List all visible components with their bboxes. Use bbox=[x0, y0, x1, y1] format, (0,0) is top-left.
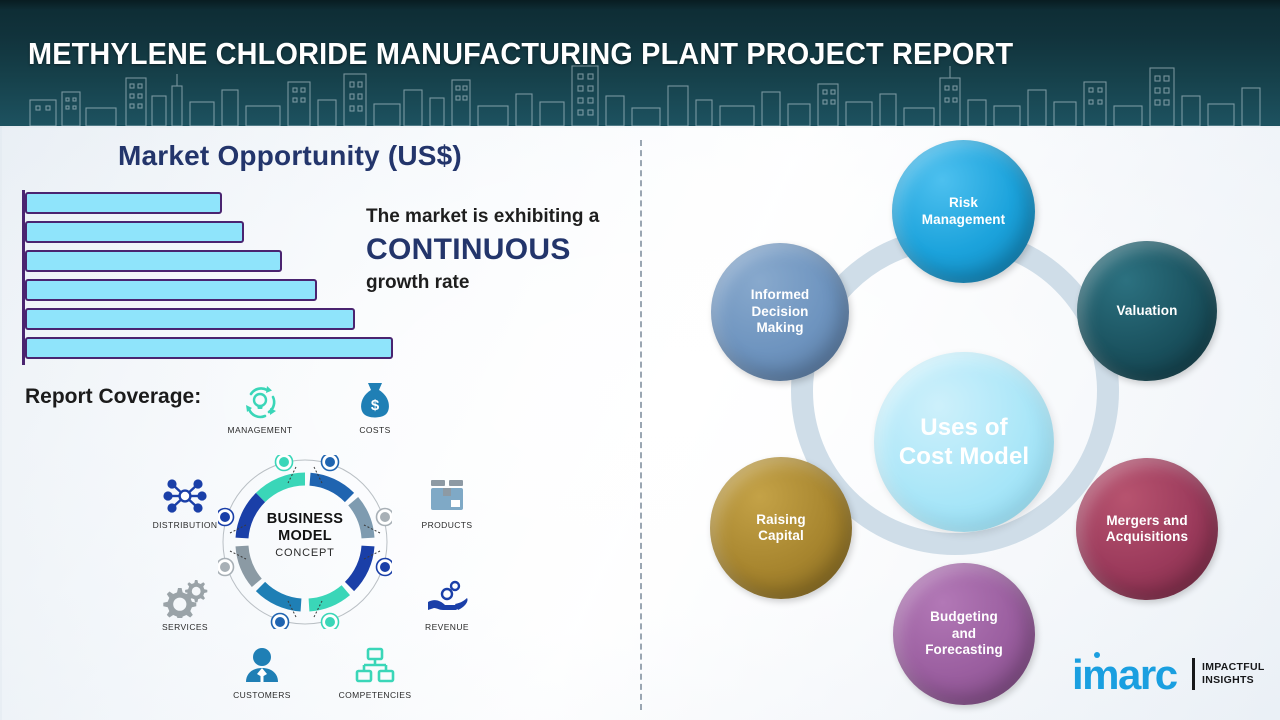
hub-item-label: SERVICES bbox=[161, 622, 209, 632]
hub-item-label: MANAGEMENT bbox=[227, 425, 293, 435]
node-line1: Informed bbox=[750, 287, 810, 303]
node-mergers-and-acquisitions: Mergers and Acquisitions bbox=[1076, 458, 1218, 600]
bar-row bbox=[25, 192, 222, 214]
logo-tagline-line2: INSIGHTS bbox=[1202, 674, 1254, 686]
logo-dot-icon bbox=[1094, 652, 1100, 658]
node-valuation: Valuation bbox=[1077, 241, 1217, 381]
node-text: Risk Management bbox=[922, 195, 1006, 228]
panel-divider bbox=[640, 140, 642, 710]
header-banner: METHYLENE CHLORIDE MANUFACTURING PLANT P… bbox=[0, 0, 1280, 126]
logo-tagline: IMPACTFUL INSIGHTS bbox=[1202, 661, 1265, 687]
box-package-icon bbox=[402, 470, 492, 516]
center-node-text: Uses of Cost Model bbox=[899, 413, 1029, 472]
hub-ring-graphic bbox=[215, 452, 395, 632]
center-node-line2: Cost Model bbox=[898, 443, 1030, 470]
bar-row bbox=[25, 221, 244, 243]
org-chart-icon bbox=[330, 640, 420, 686]
node-line1: Raising bbox=[756, 511, 806, 527]
node-text: Mergers and Acquisitions bbox=[1106, 513, 1188, 546]
node-text: Raising Capital bbox=[756, 512, 805, 545]
page-title: METHYLENE CHLORIDE MANUFACTURING PLANT P… bbox=[28, 36, 1014, 71]
node-line1: Valuation bbox=[1116, 302, 1178, 318]
node-line2: Decision bbox=[751, 303, 809, 319]
bar-row bbox=[25, 308, 355, 330]
market-opportunity-title: Market Opportunity (US$) bbox=[118, 140, 462, 171]
hub-item-label: DISTRIBUTION bbox=[152, 520, 218, 530]
hub-item-label: COSTS bbox=[359, 425, 391, 435]
market-opportunity-bar-chart bbox=[22, 190, 402, 365]
hub-item-costs: $ COSTS bbox=[330, 375, 420, 435]
market-copy-line2: CONTINUOUS bbox=[366, 233, 571, 266]
logo-tagline-line1: IMPACTFUL bbox=[1202, 661, 1265, 673]
market-copy-line3: growth rate bbox=[366, 272, 470, 293]
chart-axis bbox=[22, 190, 25, 365]
hub-center-ring: BUSINESS MODEL CONCEPT bbox=[215, 452, 395, 632]
node-budgeting-and-forecasting: Budgeting and Forecasting bbox=[893, 563, 1035, 705]
node-text: Budgeting and Forecasting bbox=[925, 609, 1003, 658]
hub-item-label: COMPETENCIES bbox=[338, 690, 412, 700]
hub-item-label: REVENUE bbox=[425, 622, 469, 632]
node-line2: and bbox=[951, 625, 977, 641]
logo-wordmark: imarc bbox=[1072, 651, 1178, 698]
imarc-logo: imarc IMPACTFUL INSIGHTS bbox=[1072, 652, 1268, 700]
node-line3: Making bbox=[756, 320, 804, 336]
market-copy-line1: The market is exhibiting a bbox=[366, 206, 600, 227]
node-line3: Forecasting bbox=[925, 642, 1003, 658]
node-line2: Acquisitions bbox=[1105, 529, 1189, 544]
hand-coins-icon bbox=[402, 572, 492, 618]
hub-item-competencies: COMPETENCIES bbox=[330, 640, 420, 700]
header-top-shade bbox=[0, 0, 1280, 10]
uses-of-cost-model-diagram: Uses of Cost Model Risk Management Valua… bbox=[640, 126, 1280, 720]
hub-item-label: CUSTOMERS bbox=[233, 690, 291, 700]
node-raising-capital: Raising Capital bbox=[710, 457, 852, 599]
user-person-icon bbox=[217, 640, 307, 686]
money-bag-icon: $ bbox=[330, 375, 420, 421]
node-informed-decision-making: Informed Decision Making bbox=[711, 243, 849, 381]
gears-icon bbox=[140, 572, 230, 618]
hub-item-services: SERVICES bbox=[140, 572, 230, 632]
node-line1: Mergers and bbox=[1106, 512, 1188, 528]
bar-row bbox=[25, 337, 393, 359]
bar-row bbox=[25, 250, 282, 272]
node-line2: Capital bbox=[758, 528, 804, 543]
center-node-line1: Uses of bbox=[920, 413, 1008, 441]
business-model-hub: BUSINESS MODEL CONCEPT MANAGEME bbox=[140, 375, 472, 705]
report-coverage-label: Report Coverage: bbox=[25, 385, 202, 408]
node-line1: Budgeting bbox=[930, 609, 998, 625]
hub-item-label: PRODUCTS bbox=[421, 520, 473, 530]
hub-item-products: PRODUCTS bbox=[402, 470, 492, 530]
hub-center-line3: CONCEPT bbox=[275, 547, 335, 559]
bar-row bbox=[25, 279, 317, 301]
hub-center-line2: MODEL bbox=[278, 528, 332, 544]
svg-text:$: $ bbox=[371, 397, 380, 414]
network-nodes-icon bbox=[140, 470, 230, 516]
node-line1: Risk bbox=[949, 195, 978, 211]
city-skyline-graphic bbox=[29, 65, 1261, 126]
node-text: Informed Decision Making bbox=[751, 287, 810, 336]
hub-item-management: MANAGEMENT bbox=[215, 375, 305, 435]
hub-item-distribution: DISTRIBUTION bbox=[140, 470, 230, 530]
recycle-lightbulb-icon bbox=[215, 375, 305, 421]
hub-center-text: BUSINESS MODEL CONCEPT bbox=[218, 511, 392, 562]
node-line2: Management bbox=[921, 211, 1006, 227]
market-copy-block: The market is exhibiting a CONTINUOUS gr… bbox=[366, 204, 636, 296]
hub-item-revenue: REVENUE bbox=[402, 572, 492, 632]
center-node-uses-of-cost-model: Uses of Cost Model bbox=[874, 352, 1054, 532]
hub-item-customers: CUSTOMERS bbox=[217, 640, 307, 700]
hub-center-line1: BUSINESS bbox=[266, 511, 344, 527]
node-risk-management: Risk Management bbox=[892, 140, 1035, 283]
logo-divider bbox=[1192, 658, 1195, 690]
node-text: Valuation bbox=[1117, 303, 1178, 319]
